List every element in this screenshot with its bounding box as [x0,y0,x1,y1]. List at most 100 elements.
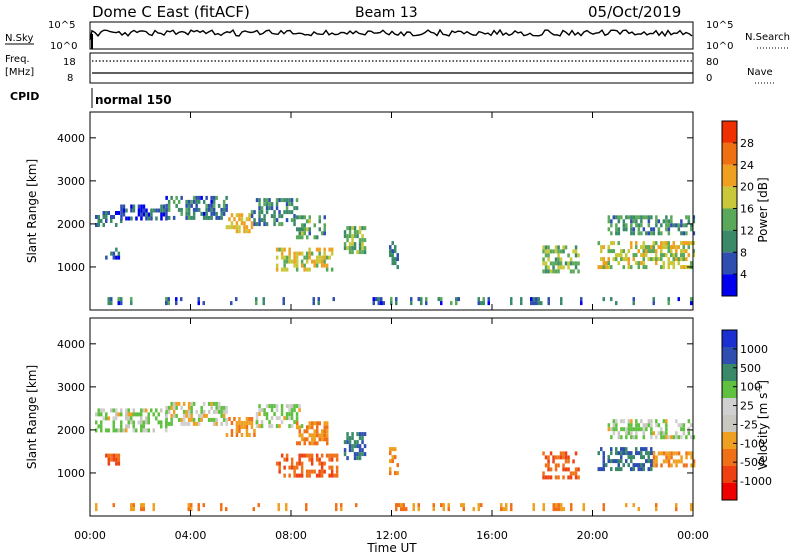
data-cell [325,263,329,268]
data-cell [620,427,623,432]
data-cell [680,423,683,428]
data-cell [160,420,163,425]
data-cell [632,503,635,508]
data-cell [602,503,605,508]
data-cell [182,409,186,414]
data-cell [655,261,658,266]
data-cell [130,208,133,213]
data-cell [680,265,683,270]
data-cell [667,249,670,254]
data-cell [122,204,126,209]
data-cell [555,503,558,508]
data-cell [190,409,193,414]
data-cell [285,412,289,417]
data-cell [308,219,311,224]
data-cell [487,301,490,306]
data-cell [190,199,193,204]
data-cell [110,453,113,458]
data-cell [667,257,670,262]
data-cell [645,245,648,250]
data-cell [303,267,306,272]
data-cell [627,423,631,428]
data-cell [425,297,428,302]
data-cell [192,199,196,204]
nsky-tick-bottom: 10^0 [50,41,77,52]
data-cell [662,265,665,270]
data-cell [265,206,269,211]
data-cell [685,249,688,254]
data-cell [650,215,653,220]
data-cell [207,207,211,212]
data-cell [353,440,357,445]
data-cell [296,227,299,232]
data-cell [335,473,339,478]
data-cell [255,420,259,425]
data-cell [650,227,653,232]
data-cell [310,251,314,256]
data-cell [557,475,560,480]
data-cell [635,451,638,456]
data-cell [612,241,615,246]
data-cell [285,218,289,223]
data-cell [652,257,655,262]
data-cell [552,507,555,512]
data-cell [577,467,580,472]
data-cell [652,455,656,460]
data-cell [647,451,650,456]
data-cell [607,219,611,224]
data-cell [140,424,143,429]
data-cell [293,408,296,413]
data-cell [692,249,695,254]
nsearch-tick-bottom: 10^0 [706,41,733,52]
data-cell [120,412,123,417]
data-cell [605,261,608,266]
data-cell [650,459,653,464]
data-cell [187,405,191,410]
data-cell [107,297,110,302]
data-cell [685,463,688,468]
station-title: Dome C East (fitACF) [92,3,250,21]
data-cell [617,215,621,220]
data-cell [557,507,560,512]
data-cell [200,195,203,200]
data-cell [207,417,211,422]
data-cell [315,263,319,268]
data-cell [612,249,615,254]
colorbar-swatch [722,398,737,415]
colorbar-frame [721,329,738,501]
data-cell [351,226,354,231]
data-cell [265,412,269,417]
data-cell [552,455,555,460]
data-cell [298,461,301,466]
data-cell [278,198,281,203]
data-cell [328,453,331,458]
data-cell [238,217,241,222]
data-cell [542,257,545,262]
data-cell [482,301,485,306]
data-cell [330,251,334,256]
data-cell [372,301,375,306]
data-cell [282,301,285,306]
data-cell [622,227,626,232]
data-cell [323,231,326,236]
data-cell [632,215,636,220]
data-cell [285,507,288,512]
data-cell [660,451,663,456]
data-cell [222,417,226,422]
data-cell [245,417,249,421]
data-cell [542,261,545,266]
data-cell [238,417,241,421]
data-cell [245,229,249,234]
data-cell [310,469,314,474]
data-cell [217,401,221,406]
data-cell [567,253,570,258]
data-cell [308,215,311,220]
data-cell [127,216,131,221]
data-cell [220,503,223,508]
data-cell [670,223,673,228]
data-cell [263,214,266,219]
data-cell [110,297,113,302]
data-cell [544,475,548,480]
data-cell [389,253,392,258]
